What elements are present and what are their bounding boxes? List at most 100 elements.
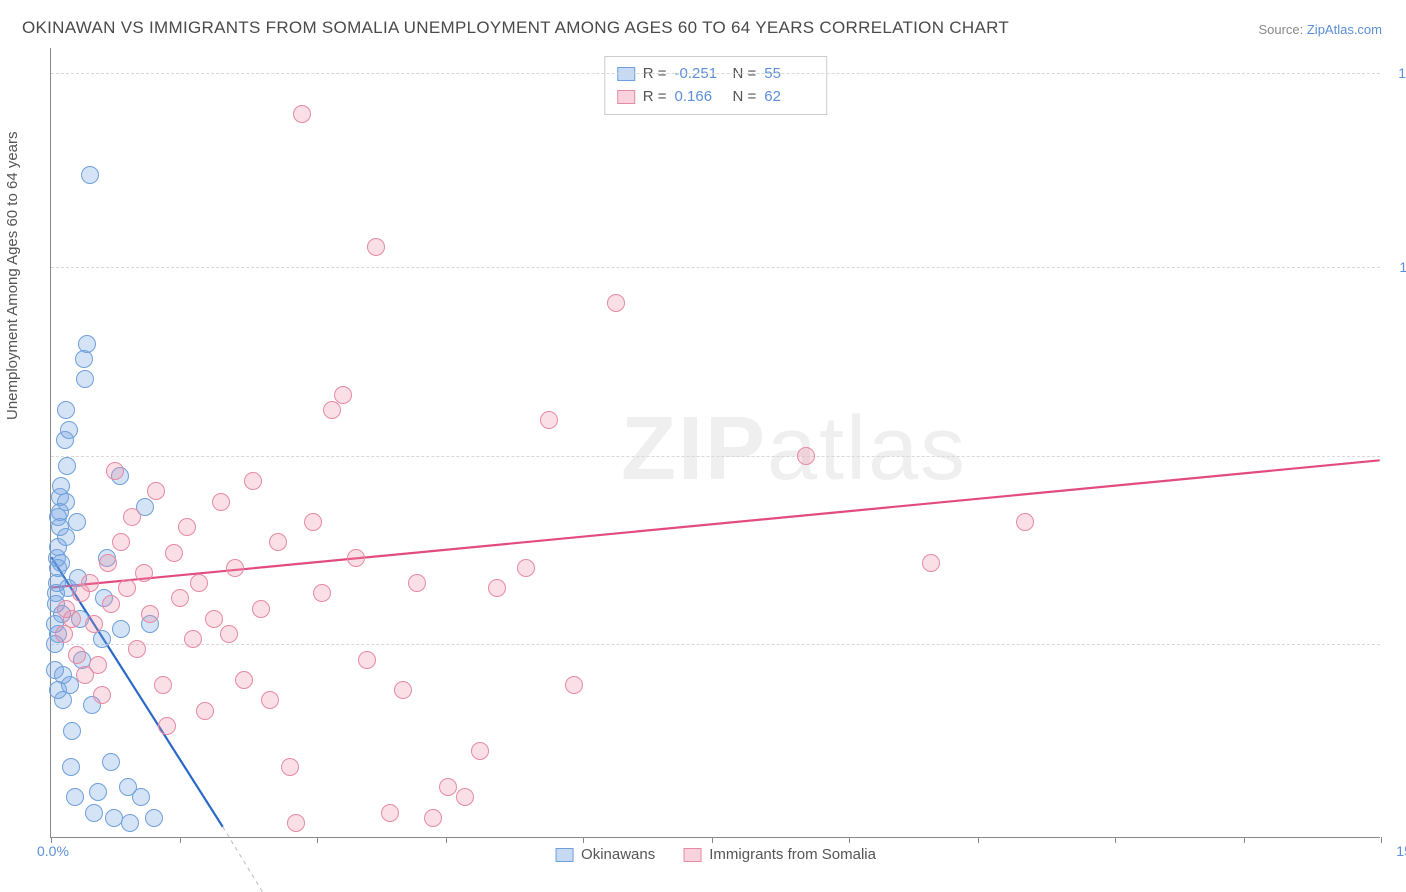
data-point xyxy=(607,294,625,312)
data-point xyxy=(99,554,117,572)
data-point xyxy=(89,783,107,801)
x-tick-mark xyxy=(583,837,584,843)
data-point xyxy=(313,584,331,602)
x-tick-mark xyxy=(849,837,850,843)
x-tick-mark xyxy=(446,837,447,843)
data-point xyxy=(408,574,426,592)
data-point xyxy=(62,758,80,776)
data-point xyxy=(102,753,120,771)
legend-label: Immigrants from Somalia xyxy=(709,846,876,863)
watermark-light: atlas xyxy=(767,399,967,499)
data-point xyxy=(517,559,535,577)
legend-item-okinawans: Okinawans xyxy=(555,846,655,863)
data-point xyxy=(49,508,67,526)
x-tick-mark xyxy=(1115,837,1116,843)
data-point xyxy=(269,533,287,551)
data-point xyxy=(128,640,146,658)
stats-row-somalia: R = 0.166 N = 62 xyxy=(617,86,815,109)
x-tick-mark xyxy=(317,837,318,843)
data-point xyxy=(244,472,262,490)
data-point xyxy=(304,513,322,531)
data-point xyxy=(63,722,81,740)
data-point xyxy=(226,559,244,577)
x-tick-mark xyxy=(712,837,713,843)
data-point xyxy=(112,620,130,638)
x-axis-start-label: 0.0% xyxy=(37,843,69,859)
data-point xyxy=(261,691,279,709)
data-point xyxy=(220,625,238,643)
n-value: 62 xyxy=(764,86,814,109)
data-point xyxy=(456,788,474,806)
data-point xyxy=(121,814,139,832)
y-tick-label: 11.2% xyxy=(1388,259,1406,275)
data-point xyxy=(158,717,176,735)
y-axis-label: Unemployment Among Ages 60 to 64 years xyxy=(4,131,21,420)
data-point xyxy=(132,788,150,806)
y-tick-label: 3.8% xyxy=(1388,636,1406,652)
x-tick-mark xyxy=(1381,837,1382,843)
data-point xyxy=(135,564,153,582)
data-point xyxy=(922,554,940,572)
x-tick-mark xyxy=(978,837,979,843)
data-point xyxy=(178,518,196,536)
x-tick-mark xyxy=(51,837,52,843)
data-point xyxy=(347,549,365,567)
data-point xyxy=(48,549,66,567)
data-point xyxy=(212,493,230,511)
data-point xyxy=(171,589,189,607)
legend-label: Okinawans xyxy=(581,846,655,863)
data-point xyxy=(57,401,75,419)
r-label: R = xyxy=(643,86,667,109)
x-tick-mark xyxy=(1244,837,1245,843)
data-point xyxy=(165,544,183,562)
data-point xyxy=(141,605,159,623)
data-point xyxy=(154,676,172,694)
plot-area: ZIPatlas R = -0.251 N = 55 R = 0.166 N =… xyxy=(50,48,1380,838)
data-point xyxy=(78,335,96,353)
source-link[interactable]: ZipAtlas.com xyxy=(1307,22,1382,37)
data-point xyxy=(252,600,270,618)
x-tick-mark xyxy=(180,837,181,843)
data-point xyxy=(102,595,120,613)
swatch-pink xyxy=(617,90,635,104)
watermark: ZIPatlas xyxy=(621,398,967,501)
swatch-blue xyxy=(555,848,573,862)
data-point xyxy=(81,574,99,592)
source-prefix: Source: xyxy=(1258,22,1306,37)
data-point xyxy=(58,457,76,475)
data-point xyxy=(60,421,78,439)
data-point xyxy=(68,513,86,531)
data-point xyxy=(235,671,253,689)
data-point xyxy=(112,533,130,551)
n-label: N = xyxy=(733,86,757,109)
data-point xyxy=(55,625,73,643)
data-point xyxy=(471,742,489,760)
gridline xyxy=(51,267,1380,268)
data-point xyxy=(145,809,163,827)
data-point xyxy=(68,646,86,664)
data-point xyxy=(323,401,341,419)
data-point xyxy=(205,610,223,628)
data-point xyxy=(287,814,305,832)
y-tick-label: 15.0% xyxy=(1388,65,1406,81)
data-point xyxy=(123,508,141,526)
data-point xyxy=(488,579,506,597)
watermark-bold: ZIP xyxy=(621,399,767,499)
data-point xyxy=(293,105,311,123)
data-point xyxy=(89,656,107,674)
data-point xyxy=(75,350,93,368)
gridline xyxy=(51,73,1380,74)
x-axis-end-label: 15.0% xyxy=(1396,843,1406,859)
data-point xyxy=(49,681,67,699)
trend-lines xyxy=(51,48,1380,837)
data-point xyxy=(57,528,75,546)
data-point xyxy=(334,386,352,404)
data-point xyxy=(118,579,136,597)
gridline xyxy=(51,456,1380,457)
data-point xyxy=(81,166,99,184)
r-value: 0.166 xyxy=(675,86,725,109)
data-point xyxy=(565,676,583,694)
chart-title: OKINAWAN VS IMMIGRANTS FROM SOMALIA UNEM… xyxy=(22,18,1009,38)
data-point xyxy=(190,574,208,592)
data-point xyxy=(358,651,376,669)
